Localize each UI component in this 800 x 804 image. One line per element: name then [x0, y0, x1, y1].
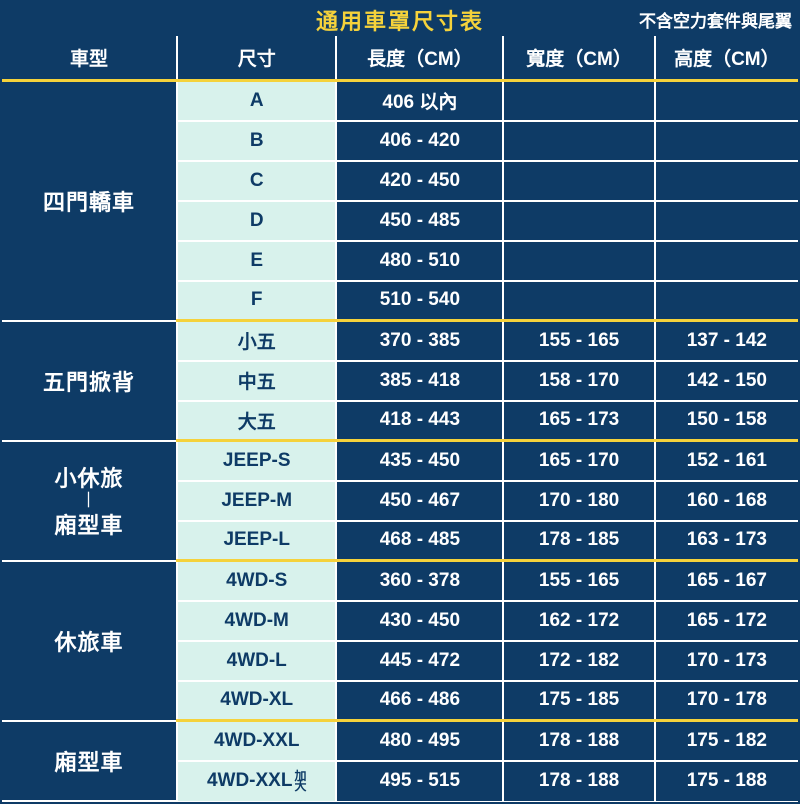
height-cell: 163 - 173 — [655, 521, 798, 561]
table-body: 四門轎車A406 以內B406 - 420C420 - 450D450 - 48… — [2, 81, 798, 801]
height-cell: 137 - 142 — [655, 321, 798, 361]
title-bar: 通用車罩尺寸表 不含空力套件與尾翼 — [2, 2, 798, 36]
chart-title: 通用車罩尺寸表 — [316, 4, 484, 36]
category-cell: 小休旅｜廂型車 — [2, 441, 177, 561]
height-cell: 170 - 173 — [655, 641, 798, 681]
height-cell: 152 - 161 — [655, 441, 798, 481]
size-chart: 通用車罩尺寸表 不含空力套件與尾翼 車型 尺寸 長度（CM） 寬度（CM） 高度… — [0, 0, 800, 804]
height-cell: 175 - 182 — [655, 721, 798, 761]
size-cell: B — [177, 121, 336, 161]
height-cell — [655, 81, 798, 121]
col-height: 高度（CM） — [655, 36, 798, 81]
width-cell — [503, 161, 654, 201]
width-cell: 165 - 170 — [503, 441, 654, 481]
height-cell: 175 - 188 — [655, 761, 798, 801]
header-row: 車型 尺寸 長度（CM） 寬度（CM） 高度（CM） — [2, 36, 798, 81]
table-row: 四門轎車A406 以內 — [2, 81, 798, 121]
width-cell: 178 - 185 — [503, 521, 654, 561]
width-cell — [503, 121, 654, 161]
height-cell — [655, 121, 798, 161]
length-cell: 430 - 450 — [336, 601, 503, 641]
width-cell: 155 - 165 — [503, 321, 654, 361]
length-cell: 450 - 467 — [336, 481, 503, 521]
width-cell: 162 - 172 — [503, 601, 654, 641]
height-cell: 165 - 167 — [655, 561, 798, 601]
width-cell: 178 - 188 — [503, 721, 654, 761]
col-length: 長度（CM） — [336, 36, 503, 81]
length-cell: 445 - 472 — [336, 641, 503, 681]
length-cell: 406 - 420 — [336, 121, 503, 161]
height-cell — [655, 241, 798, 281]
col-model: 車型 — [2, 36, 177, 81]
category-cell: 休旅車 — [2, 561, 177, 721]
category-cell: 五門掀背 — [2, 321, 177, 441]
size-cell: JEEP-M — [177, 481, 336, 521]
length-cell: 468 - 485 — [336, 521, 503, 561]
size-cell: 4WD-M — [177, 601, 336, 641]
height-cell: 160 - 168 — [655, 481, 798, 521]
width-cell: 170 - 180 — [503, 481, 654, 521]
size-cell: 中五 — [177, 361, 336, 401]
size-cell: 4WD-XXL加大 — [177, 761, 336, 801]
size-cell: JEEP-S — [177, 441, 336, 481]
size-cell: 大五 — [177, 401, 336, 441]
height-cell: 165 - 172 — [655, 601, 798, 641]
length-cell: 370 - 385 — [336, 321, 503, 361]
height-cell — [655, 281, 798, 321]
size-cell: D — [177, 201, 336, 241]
size-cell: 4WD-S — [177, 561, 336, 601]
height-cell: 142 - 150 — [655, 361, 798, 401]
width-cell: 172 - 182 — [503, 641, 654, 681]
length-cell: 385 - 418 — [336, 361, 503, 401]
width-cell — [503, 241, 654, 281]
length-cell: 466 - 486 — [336, 681, 503, 721]
size-cell: E — [177, 241, 336, 281]
height-cell — [655, 201, 798, 241]
table-row: 小休旅｜廂型車JEEP-S435 - 450165 - 170152 - 161 — [2, 441, 798, 481]
size-cell: 4WD-L — [177, 641, 336, 681]
width-cell: 158 - 170 — [503, 361, 654, 401]
size-cell: 4WD-XL — [177, 681, 336, 721]
length-cell: 435 - 450 — [336, 441, 503, 481]
length-cell: 420 - 450 — [336, 161, 503, 201]
length-cell: 450 - 485 — [336, 201, 503, 241]
size-cell: A — [177, 81, 336, 121]
chart-subtitle: 不含空力套件與尾翼 — [639, 7, 792, 32]
length-cell: 418 - 443 — [336, 401, 503, 441]
length-cell: 360 - 378 — [336, 561, 503, 601]
width-cell — [503, 281, 654, 321]
col-width: 寬度（CM） — [503, 36, 654, 81]
size-cell: C — [177, 161, 336, 201]
width-cell: 178 - 188 — [503, 761, 654, 801]
height-cell: 170 - 178 — [655, 681, 798, 721]
length-cell: 510 - 540 — [336, 281, 503, 321]
height-cell: 150 - 158 — [655, 401, 798, 441]
size-cell: F — [177, 281, 336, 321]
width-cell — [503, 201, 654, 241]
width-cell — [503, 81, 654, 121]
table-row: 廂型車4WD-XXL480 - 495178 - 188175 - 182 — [2, 721, 798, 761]
size-cell: JEEP-L — [177, 521, 336, 561]
size-cell: 小五 — [177, 321, 336, 361]
size-table: 車型 尺寸 長度（CM） 寬度（CM） 高度（CM） 四門轎車A406 以內B4… — [2, 36, 798, 802]
col-size: 尺寸 — [177, 36, 336, 81]
height-cell — [655, 161, 798, 201]
size-cell: 4WD-XXL — [177, 721, 336, 761]
length-cell: 495 - 515 — [336, 761, 503, 801]
width-cell: 165 - 173 — [503, 401, 654, 441]
width-cell: 175 - 185 — [503, 681, 654, 721]
category-cell: 廂型車 — [2, 721, 177, 801]
width-cell: 155 - 165 — [503, 561, 654, 601]
length-cell: 406 以內 — [336, 81, 503, 121]
table-row: 五門掀背小五370 - 385155 - 165137 - 142 — [2, 321, 798, 361]
table-row: 休旅車4WD-S360 - 378155 - 165165 - 167 — [2, 561, 798, 601]
length-cell: 480 - 510 — [336, 241, 503, 281]
category-cell: 四門轎車 — [2, 81, 177, 321]
length-cell: 480 - 495 — [336, 721, 503, 761]
